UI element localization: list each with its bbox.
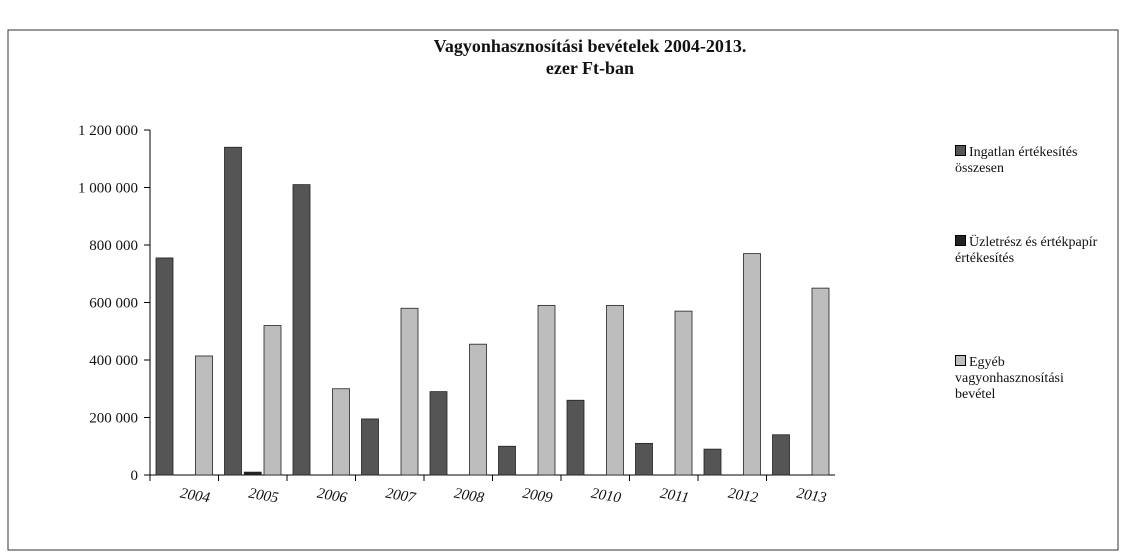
- legend-swatch: [955, 145, 966, 156]
- bar: [537, 304, 556, 476]
- bar: [674, 310, 693, 476]
- chart-title: Vagyonhasznosítási bevételek 2004-2013.: [434, 36, 747, 56]
- x-tick-label: 2013: [795, 486, 827, 507]
- bar: [243, 471, 262, 476]
- x-tick-label: 2008: [453, 486, 486, 507]
- chart-subtitle: ezer Ft-ban: [546, 58, 634, 78]
- x-tick-label: 2006: [316, 486, 349, 507]
- y-tick-label: 800 000: [89, 238, 138, 254]
- y-tick-label: 200 000: [89, 411, 138, 427]
- bar: [743, 253, 761, 476]
- legend-swatch: [955, 355, 966, 366]
- y-tick-label: 1 200 000: [78, 123, 138, 139]
- bar: [606, 304, 624, 476]
- y-tick-label: 400 000: [89, 353, 138, 369]
- bar: [224, 146, 242, 476]
- legend-item: Ingatlan értékesítés összesen: [955, 145, 1105, 177]
- x-tick-label: 2012: [727, 486, 760, 507]
- x-tick-label: 2004: [179, 486, 212, 507]
- bar: [635, 442, 653, 476]
- x-tick-label: 2007: [384, 486, 418, 507]
- x-tick-label: 2005: [247, 486, 280, 507]
- x-tick-label: 2011: [659, 486, 690, 507]
- bar: [195, 355, 213, 476]
- y-tick-label: 0: [131, 468, 139, 484]
- bar: [361, 418, 379, 476]
- x-tick-label: 2009: [521, 486, 554, 507]
- bar: [429, 391, 448, 476]
- bar: [703, 448, 722, 476]
- legend-item: Üzletrész és értékpapír értékesítés: [955, 235, 1105, 267]
- bar: [498, 445, 516, 476]
- x-tick-label: 2010: [590, 486, 623, 507]
- bar: [469, 343, 487, 476]
- bar: [811, 287, 830, 476]
- bar: [566, 399, 585, 476]
- legend-label: Egyéb vagyonhasznosítási bevétel: [955, 355, 1064, 402]
- bar: [332, 388, 350, 476]
- bar: [772, 434, 790, 476]
- bar: [263, 325, 282, 476]
- bar: [155, 257, 174, 476]
- bar: [292, 184, 311, 476]
- legend-item: Egyéb vagyonhasznosítási bevétel: [955, 355, 1105, 403]
- frame: [7, 29, 1119, 551]
- legend-swatch: [955, 235, 966, 246]
- bar: [400, 307, 419, 476]
- legend-label: Ingatlan értékesítés összesen: [955, 145, 1078, 176]
- y-tick-label: 1 000 000: [78, 181, 138, 197]
- legend-label: Üzletrész és értékpapír értékesítés: [955, 235, 1098, 266]
- y-tick-label: 600 000: [89, 296, 138, 312]
